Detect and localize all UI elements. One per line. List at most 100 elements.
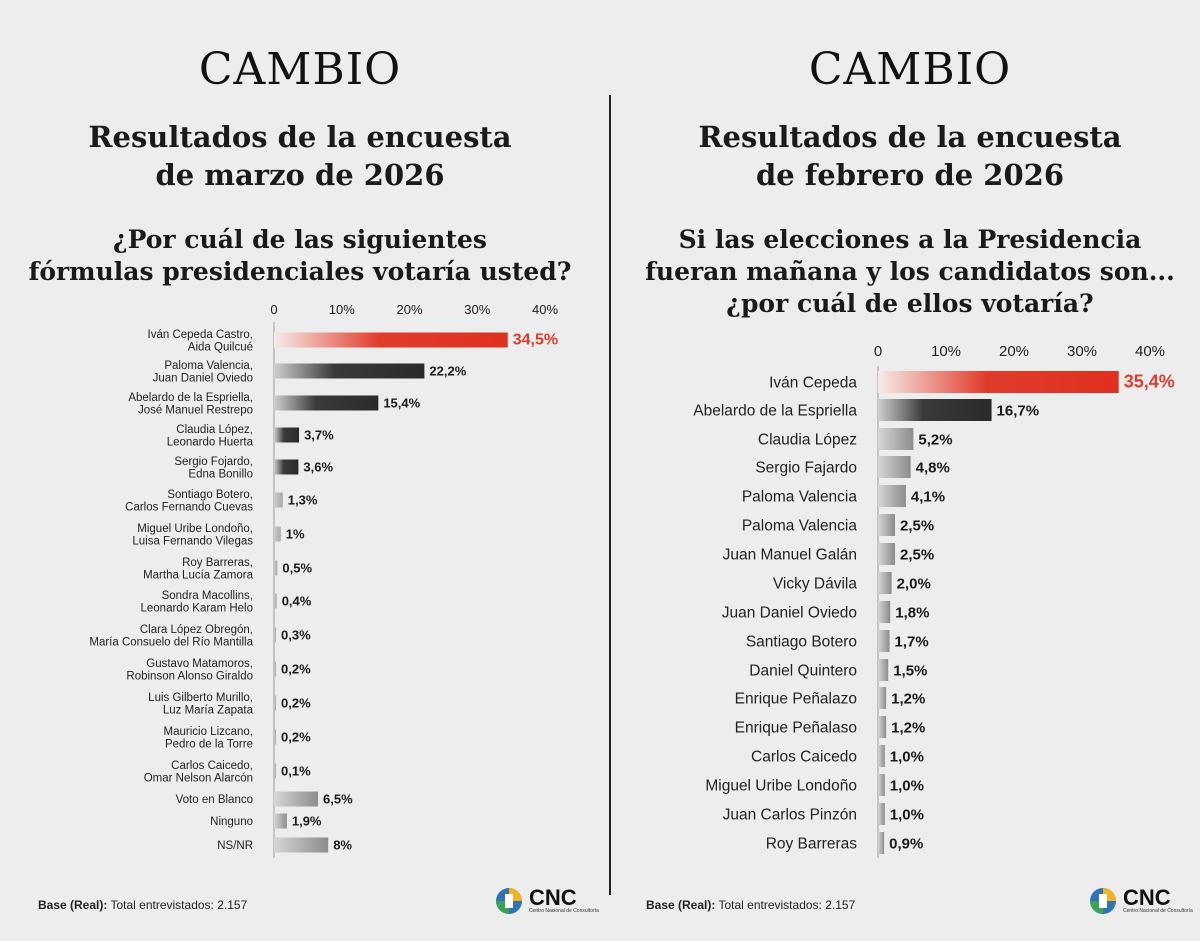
category-label: Iván Cepeda Castro, [148,329,253,341]
bar [878,371,1119,393]
category-label: Voto en Blanco [176,794,253,806]
cnc-logo: CNC Centro Nacional de Consultoría [494,886,599,916]
bar-value-label: 16,7% [997,402,1040,419]
category-label: Leonardo Huerta [167,436,254,448]
bar-value-label: 0,5% [282,561,312,576]
bar [878,687,887,709]
logo-subtext: Centro Nacional de Consultoría [1123,908,1193,914]
category-label: Daniel Quintero [749,663,857,680]
x-tick-label: 20% [999,343,1029,360]
category-label: María Consuelo del Río Mantilla [89,636,253,648]
logo-text: CNC [529,885,577,910]
bar-value-label: 1,3% [288,493,318,508]
bar [878,745,885,767]
bar [878,428,914,450]
bar [274,763,276,779]
bar-value-label: 1,7% [895,633,929,650]
x-tick-label: 30% [464,302,490,317]
cnc-logo-icon [1090,888,1116,914]
bar [878,543,895,565]
x-tick-label: 0 [270,302,277,317]
category-label: Claudia López, [176,424,253,436]
bar-value-label: 1,0% [890,748,924,765]
bar [274,459,299,475]
bar [274,729,276,745]
category-label: Omar Nelson Alarcón [144,772,253,784]
bar [878,630,890,652]
survey-question: ¿Por cuál de las siguientes fórmulas pre… [0,224,600,288]
panel-divider [609,95,611,895]
bar-value-label: 0,2% [281,730,311,745]
left-panel: CAMBIO Resultados de la encuesta de marz… [0,44,600,916]
bar-value-label: 8% [333,838,352,853]
category-label: Juan Carlos Pinzón [723,807,857,824]
category-label: Mauricio Lizcano, [164,726,253,738]
bar [274,813,287,829]
category-label: Sondra Macollins, [162,590,253,602]
logo-text: CNC [1123,885,1171,910]
question-line: fueran mañana y los candidatos son... [645,257,1175,286]
base-text: Total entrevistados: 2.157 [110,898,248,912]
x-tick-label: 10% [329,302,355,317]
bar-value-label: 1,2% [891,719,925,736]
bar-value-label: 0,4% [282,594,312,609]
category-label: Paloma Valencia [742,518,858,535]
bar-value-label: 0,3% [281,628,311,643]
bar [878,803,885,825]
category-label: Carlos Fernando Cuevas [125,501,253,513]
category-label: Sergio Fojardo, [174,456,253,468]
bar [274,560,278,576]
base-note: Base (Real): Total entrevistados: 2.157 [646,898,855,912]
bar-value-label: 1,8% [895,604,929,621]
bar [878,659,889,681]
bar [878,514,895,536]
bar [274,395,379,411]
category-label: Gustavo Matamoros, [146,658,253,670]
bar [274,661,276,677]
category-label: Carlos Caicedo [751,749,857,766]
bar-value-label: 6,5% [323,792,353,807]
category-label: Robinson Alonso Giraldo [126,670,253,682]
bar [878,485,906,507]
survey-subtitle: Resultados de la encuesta de marzo de 20… [0,118,600,194]
bar [878,832,885,854]
bar [878,601,891,623]
right-panel: CAMBIO Resultados de la encuesta de febr… [600,0,1200,941]
category-label: Luz María Zapata [163,704,254,716]
category-label: Roy Barreras [766,836,858,853]
bar-value-label: 0,9% [889,835,923,852]
category-label: José Manuel Restrepo [138,404,253,416]
category-label: Juan Manuel Galán [723,547,857,564]
bar-value-label: 34,5% [513,332,558,349]
bar-value-label: 1,9% [292,814,322,829]
bar-value-label: 2,5% [900,517,934,534]
bar-value-label: 1,5% [893,662,927,679]
question-line: ¿por cuál de ellos votaría? [726,289,1094,318]
category-label: Miguel Uribe Londoño, [137,523,253,535]
bar [274,427,300,443]
category-label: Leonardo Karam Helo [140,602,253,614]
bar-value-label: 0,2% [281,662,311,677]
category-label: NS/NR [217,840,253,852]
bar [274,695,276,711]
bar-value-label: 3,6% [303,460,333,475]
bar-value-label: 15,4% [383,396,420,411]
category-label: Paloma Valencia, [164,360,253,372]
category-label: Miguel Uribe Londoño [705,778,857,795]
bar-value-label: 3,7% [304,428,334,443]
cnc-logo-icon [496,888,522,914]
category-label: Luis Gilberto Murillo, [148,692,253,704]
bar-value-label: 1,0% [890,806,924,823]
bar-value-label: 35,4% [1124,371,1175,391]
x-tick-label: 40% [1135,343,1165,360]
question-line: fórmulas presidenciales votaría usted? [28,257,572,286]
category-label: Santiago Botero [746,634,857,651]
bar-value-label: 1% [286,527,305,542]
logo-subtext: Centro Nacional de Consultoría [529,908,599,914]
bar [274,627,277,643]
category-label: Ninguno [210,816,253,828]
category-label: Abelardo de la Espriella [693,403,857,420]
bar [878,399,992,421]
cnc-logo: CNC Centro Nacional de Consultoría [1088,886,1193,916]
x-tick-label: 20% [396,302,422,317]
